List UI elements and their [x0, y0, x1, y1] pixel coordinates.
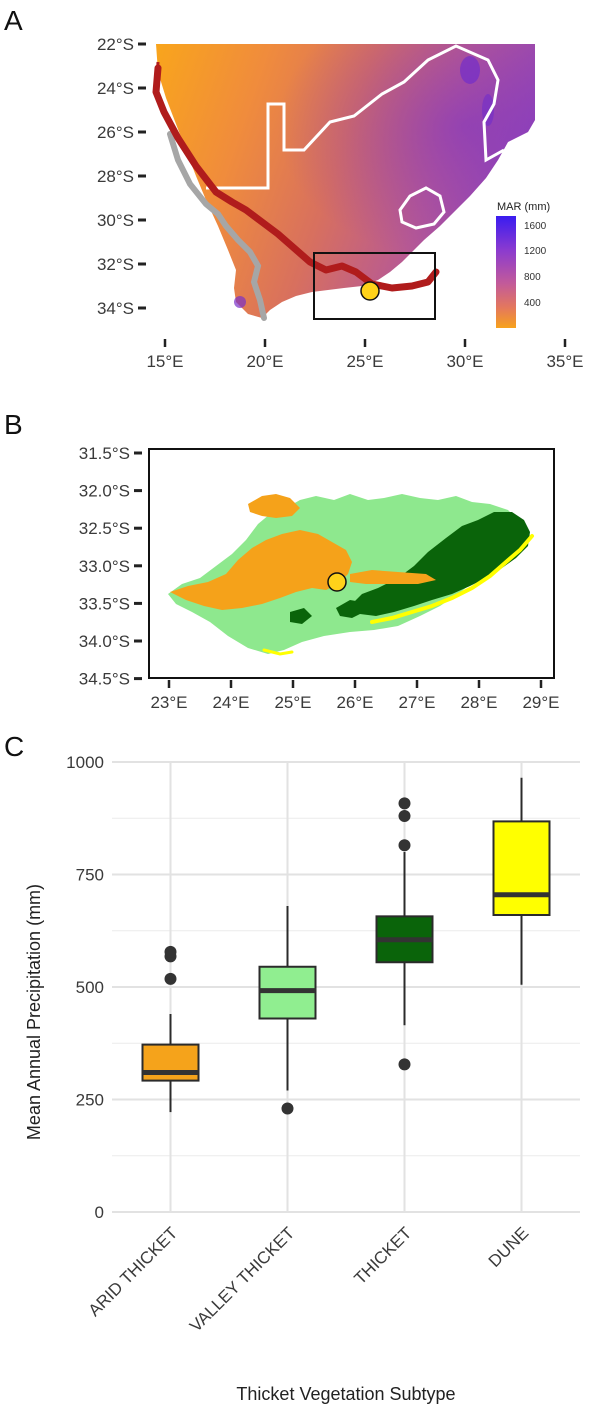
lat-tick-label: 22°S [97, 35, 134, 54]
lat-tick-label: 34.0°S [79, 632, 130, 651]
box-valley-thicket [258, 906, 317, 1115]
lon-tick-label: 25°E [274, 693, 311, 712]
legend-tick-400: 400 [524, 298, 541, 309]
coast-edge-red [155, 61, 160, 81]
boxplot-boxes [141, 777, 551, 1115]
site-marker-a [360, 281, 380, 301]
lesotho-border [398, 186, 446, 230]
panel-a-label: A [4, 5, 23, 36]
legend-tick-1600: 1600 [524, 221, 547, 232]
box-iqr [141, 1043, 200, 1082]
lat-tick-label: 34.5°S [79, 670, 130, 689]
lon-tick-label: 29°E [522, 693, 559, 712]
y-tick-label: 250 [76, 1091, 104, 1110]
lon-tick-label: 30°E [446, 352, 483, 371]
box-dune [492, 777, 551, 985]
study-area-box [313, 252, 436, 320]
map-b: 31.5°S 32.0°S 32.5°S 33.0°S 33.5°S 34.0°S 34.5… [79, 444, 560, 712]
thicket-patch [290, 608, 312, 624]
lon-tick-label: 25°E [346, 352, 383, 371]
boxplot-grid [112, 761, 580, 1213]
outlier-point [398, 839, 411, 852]
y-tick-label: 0 [95, 1203, 104, 1222]
arid-thicket-north [248, 494, 300, 518]
lon-tick-label: 35°E [546, 352, 583, 371]
dune-coast [370, 534, 534, 624]
lat-tick-label: 26°S [97, 123, 134, 142]
dune-coast-west [262, 648, 294, 656]
map-b-latitude-axis: 31.5°S 32.0°S 32.5°S 33.0°S 33.5°S 34.0°S 34.5… [79, 444, 142, 689]
arid-thicket-strip [350, 570, 436, 584]
country-border [206, 44, 505, 190]
thicket-region-west [336, 600, 364, 618]
lat-tick-label: 28°S [97, 167, 134, 186]
x-tick-label: THICKET [350, 1223, 415, 1288]
boxplot-y-axis: 0 250 500 750 1000 [66, 753, 104, 1222]
y-tick-label: 500 [76, 978, 104, 997]
box-arid-thicket [141, 945, 200, 1113]
legend-title: MAR (mm) [497, 201, 550, 213]
legend-tick-800: 800 [524, 272, 541, 283]
lat-tick-label: 34°S [97, 299, 134, 318]
site-marker-b [327, 572, 347, 592]
lat-tick-label: 31.5°S [79, 444, 130, 463]
southwest-wet-spot [234, 296, 246, 308]
lon-tick-label: 28°E [460, 693, 497, 712]
x-tick-label: DUNE [485, 1223, 532, 1270]
grey-boundary-line [167, 131, 267, 321]
thicket-region [352, 512, 530, 616]
panel-b-label: B [4, 409, 23, 440]
box-thicket [375, 797, 434, 1071]
lon-tick-label: 23°E [150, 693, 187, 712]
boxplot-x-axis: ARID THICKET VALLEY THICKET THICKET DUNE [85, 1223, 533, 1335]
outlier-point [164, 945, 177, 958]
lon-tick-label: 27°E [398, 693, 435, 712]
outlier-point [398, 797, 411, 810]
x-tick-label: VALLEY THICKET [186, 1223, 298, 1335]
box-iqr [492, 820, 551, 917]
map-a-latitude-axis: 22°S 24°S 26°S 28°S 30°S 32°S 34°S [97, 35, 146, 318]
outlier-point [164, 972, 177, 985]
lat-tick-label: 32°S [97, 255, 134, 274]
lat-tick-label: 33.0°S [79, 557, 130, 576]
y-tick-label: 1000 [66, 753, 104, 772]
lat-tick-label: 32.0°S [79, 482, 130, 501]
highland-wet-spot [460, 56, 480, 84]
lon-tick-label: 26°E [336, 693, 373, 712]
lon-tick-label: 20°E [246, 352, 283, 371]
x-tick-label: ARID THICKET [85, 1223, 182, 1320]
lat-tick-label: 30°S [97, 211, 134, 230]
outlier-point [398, 1058, 411, 1071]
map-a-longitude-axis: 15°E 20°E 25°E 30°E 35°E [146, 339, 584, 371]
wet-east-overlay [156, 44, 535, 318]
map-b-longitude-axis: 23°E 24°E 25°E 26°E 27°E 28°E 29°E [150, 680, 560, 712]
boxplot-chart: 0 250 500 750 1000 ARID THICKET VALLEY THICKE… [24, 753, 580, 1404]
arid-thicket-region [170, 530, 352, 610]
y-axis-title: Mean Annual Precipitation (mm) [24, 884, 44, 1140]
lat-tick-label: 33.5°S [79, 594, 130, 613]
map-a: MAR (mm) 1600 1200 800 400 22°S24°S26°S2… [97, 35, 584, 371]
lon-tick-label: 24°E [212, 693, 249, 712]
lat-tick-label: 32.5°S [79, 519, 130, 538]
y-tick-label: 750 [76, 866, 104, 885]
outlier-point [398, 810, 411, 822]
legend-colorbar [496, 216, 516, 328]
thicket-boundary-red [152, 64, 440, 292]
outlier-point [281, 1102, 294, 1115]
panel-c-label: C [4, 731, 24, 762]
x-axis-title: Thicket Vegetation Subtype [236, 1384, 455, 1404]
legend-tick-1200: 1200 [524, 246, 547, 257]
lon-tick-label: 15°E [146, 352, 183, 371]
lat-tick-label: 24°S [97, 79, 134, 98]
